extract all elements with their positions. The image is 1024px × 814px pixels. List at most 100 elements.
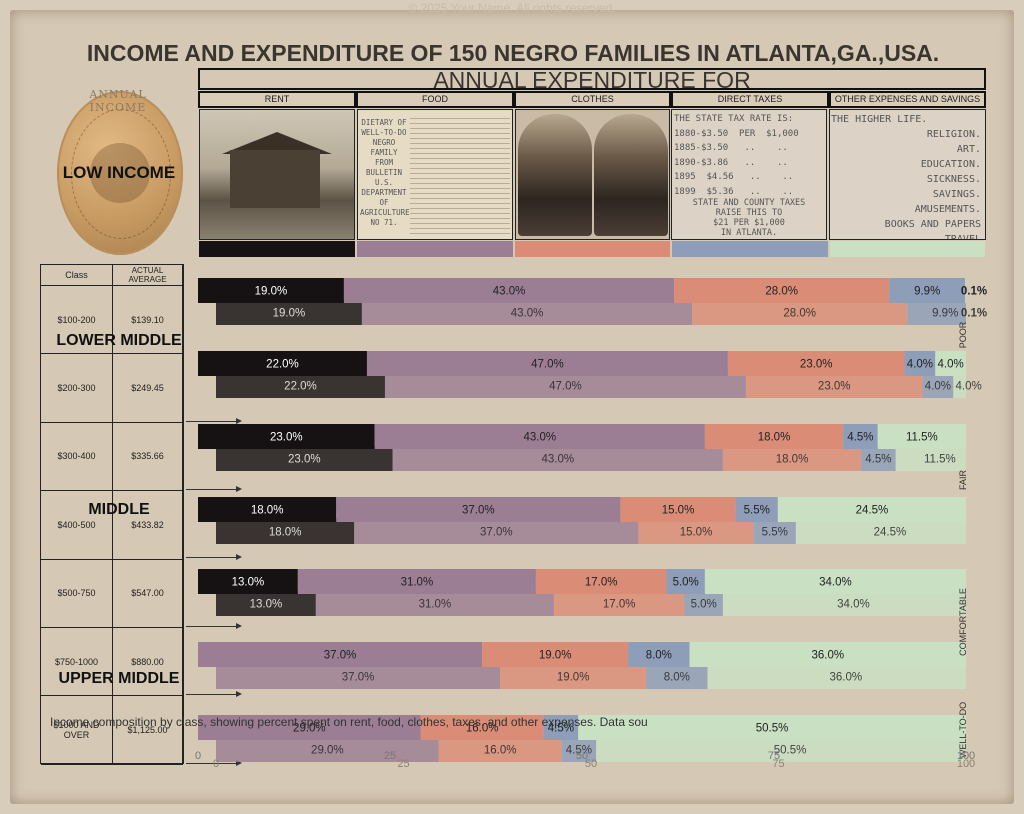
bar-value-label: 19.0% bbox=[255, 286, 288, 298]
ghost-bar-value-label: 5.5% bbox=[762, 527, 788, 539]
bar-value-label: 47.0% bbox=[531, 359, 564, 371]
ghost-bar-value-label: 34.0% bbox=[837, 599, 870, 611]
bar-segment bbox=[198, 351, 367, 376]
income-class-table: Class ACTUAL AVERAGE $100-200 $139.10 $200-3… bbox=[40, 264, 184, 765]
bar-value-label: 18.0% bbox=[251, 505, 284, 517]
table-cell-average: $139.10 bbox=[113, 286, 183, 355]
ghost-bar-segment bbox=[922, 373, 954, 398]
tax-rate-text: THE STATE TAX RATE IS: 1880-$3.50 PER $1,… bbox=[674, 114, 799, 197]
bar-value-label: 4.5% bbox=[548, 723, 574, 735]
bar-value-label: 8.0% bbox=[646, 650, 672, 662]
table-header: Class bbox=[41, 265, 113, 286]
x-tick-label: 25 bbox=[383, 750, 397, 762]
category-header-other-expenses-and-savings: OTHER EXPENSES AND SAVINGS bbox=[829, 91, 986, 108]
bar-value-label: 4.0% bbox=[907, 359, 933, 371]
dietary-doc-text: DIETARY OF WELL-TO-DO NEGRO FAMILY FROM BULLE… bbox=[360, 118, 410, 227]
table-cell-class: $200-300 bbox=[41, 354, 113, 423]
ghost-bar-segment bbox=[753, 519, 796, 544]
ghost-bar-value-label: 23.0% bbox=[288, 454, 321, 466]
table-cell-class: $750-1000 bbox=[41, 628, 113, 697]
ghost-bar-segment bbox=[361, 300, 693, 325]
category-swatch bbox=[199, 241, 355, 257]
category-swatch bbox=[515, 241, 670, 257]
bar-segment bbox=[666, 569, 705, 594]
ghost-bar-value-label: 0.1% bbox=[961, 308, 987, 320]
bar-value-label: 0.1% bbox=[961, 286, 987, 298]
side-label-poor: POOR bbox=[958, 321, 968, 349]
ghost-bar-segment bbox=[684, 591, 723, 616]
ghost-bar-value-label: 4.0% bbox=[925, 381, 951, 393]
portrait-woman bbox=[594, 114, 668, 236]
bar-segment bbox=[198, 424, 375, 449]
ghost-bar-value-label: 37.0% bbox=[480, 527, 513, 539]
bar-value-label: 28.0% bbox=[765, 286, 798, 298]
category-header-clothes: CLOTHES bbox=[514, 91, 671, 108]
category-header-food: FOOD bbox=[356, 91, 514, 108]
ghost-bar-segment bbox=[953, 373, 966, 398]
ghost-bar-segment bbox=[861, 446, 896, 471]
ghost-bar-value-label: 9.9% bbox=[932, 308, 958, 320]
ghost-bar-segment bbox=[692, 300, 908, 325]
x-tick-label-ghost: 100 bbox=[956, 758, 976, 770]
class-group-middle: MIDDLE bbox=[88, 501, 150, 518]
ghost-bar-value-label: 23.0% bbox=[818, 381, 851, 393]
bar-segment bbox=[420, 715, 544, 740]
bar-value-label: 36.0% bbox=[811, 650, 844, 662]
ghost-bar-segment bbox=[722, 446, 862, 471]
bar-segment bbox=[482, 642, 629, 667]
row-arrow bbox=[186, 691, 242, 697]
ghost-bar-segment bbox=[315, 591, 554, 616]
bar-segment bbox=[336, 497, 621, 522]
ghost-bar-segment bbox=[596, 737, 966, 762]
table-cell-average: $433.82 bbox=[113, 491, 183, 560]
bar-segment bbox=[343, 278, 675, 303]
ghost-bar-segment bbox=[216, 300, 362, 325]
ghost-bar-value-label: 37.0% bbox=[342, 672, 375, 684]
row-arrow bbox=[186, 623, 242, 629]
document-lines bbox=[410, 114, 510, 236]
ghost-bar-segment bbox=[216, 446, 393, 471]
ghost-bar-value-label: 16.0% bbox=[484, 745, 517, 757]
table-cell-average: $547.00 bbox=[113, 559, 183, 628]
ghost-bar-segment bbox=[745, 373, 923, 398]
ghost-bar-value-label: 15.0% bbox=[680, 527, 713, 539]
bar-value-label: 43.0% bbox=[493, 286, 526, 298]
bar-value-label: 37.0% bbox=[324, 650, 357, 662]
ghost-bar-segment bbox=[707, 664, 966, 689]
ghost-bar-segment bbox=[500, 664, 647, 689]
house-icon bbox=[230, 150, 320, 208]
bar-segment bbox=[689, 642, 966, 667]
table-header: ACTUAL AVERAGE bbox=[113, 265, 183, 286]
ghost-bar-segment bbox=[907, 300, 966, 325]
x-tick-label-ghost: 50 bbox=[584, 758, 598, 770]
ghost-bar-value-label: 50.5% bbox=[774, 745, 807, 757]
ghost-bar-value-label: 22.0% bbox=[284, 381, 317, 393]
table-cell-class: $300-400 bbox=[41, 422, 113, 492]
bar-segment bbox=[578, 715, 966, 740]
page-title: INCOME AND EXPENDITURE OF 150 NEGRO FAMI… bbox=[86, 40, 940, 66]
bar-value-label: 50.5% bbox=[756, 723, 789, 735]
ghost-bar-segment bbox=[392, 446, 723, 471]
ghost-bar-segment bbox=[216, 591, 316, 616]
bar-value-label: 9.9% bbox=[914, 286, 940, 298]
bar-segment bbox=[297, 569, 536, 594]
portrait-man bbox=[518, 114, 592, 236]
bar-value-label: 5.0% bbox=[673, 577, 699, 589]
x-tick-label: 100 bbox=[956, 750, 976, 762]
bar-segment bbox=[843, 424, 878, 449]
bar-segment bbox=[889, 278, 966, 303]
ghost-bar-segment bbox=[553, 591, 685, 616]
ghost-bar-segment bbox=[561, 737, 597, 762]
bar-segment bbox=[727, 351, 905, 376]
bar-segment bbox=[965, 278, 966, 303]
watermark: © 2025 Your Name. All rights reserved. bbox=[408, 1, 616, 15]
ghost-bar-value-label: 19.0% bbox=[557, 672, 590, 684]
bar-value-label: 19.0% bbox=[539, 650, 572, 662]
bar-value-label: 29.0% bbox=[293, 723, 326, 735]
table-cell-average: $335.66 bbox=[113, 422, 183, 492]
clothes-photo bbox=[515, 109, 670, 240]
ghost-bar-value-label: 4.0% bbox=[956, 381, 982, 393]
house-roof bbox=[222, 132, 332, 154]
bar-segment bbox=[198, 642, 483, 667]
